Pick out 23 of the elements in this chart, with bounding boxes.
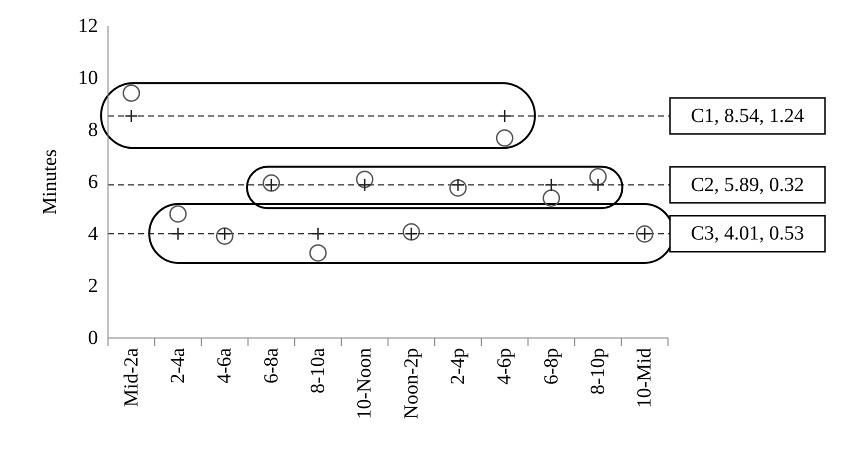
x-tick-label: 6-8a xyxy=(260,348,282,384)
x-tick-label: 2-4p xyxy=(447,348,469,385)
ref-line-label: C1, 8.54, 1.24 xyxy=(690,104,804,127)
x-tick-label: 8-10a xyxy=(307,348,329,394)
x-tick-label: 8-10p xyxy=(587,348,609,395)
y-tick-label: 8 xyxy=(88,119,98,141)
x-tick-label: Noon-2p xyxy=(400,348,422,420)
x-tick-label: 10-Mid xyxy=(634,348,656,408)
ref-line-label: C2, 5.89, 0.32 xyxy=(690,174,804,196)
x-tick-label: 4-6p xyxy=(494,348,516,385)
x-tick-label: 6-8p xyxy=(540,348,562,385)
y-tick-label: 6 xyxy=(88,171,98,193)
y-tick-label: 12 xyxy=(78,15,98,37)
x-tick-label: 10-Noon xyxy=(354,348,376,420)
y-tick-label: 10 xyxy=(78,67,98,89)
x-tick-label: 2-4a xyxy=(167,348,189,384)
ref-line-label: C3, 4.01, 0.53 xyxy=(690,222,804,245)
x-tick-label: Mid-2a xyxy=(120,348,142,407)
y-tick-label: 2 xyxy=(88,275,98,297)
y-tick-label: 0 xyxy=(88,327,98,349)
x-tick-label: 4-6a xyxy=(214,348,236,384)
y-axis-title: Minutes xyxy=(39,149,61,215)
y-tick-label: 4 xyxy=(88,223,98,245)
